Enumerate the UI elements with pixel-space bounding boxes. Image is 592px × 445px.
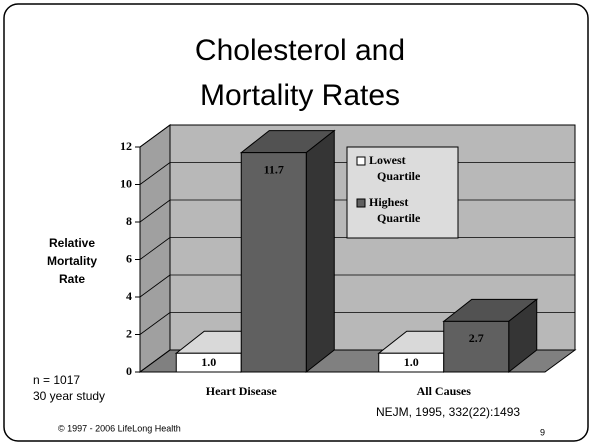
annotation: NEJM, 1995, 332(22):1493: [376, 405, 520, 419]
y-tick-label: 4: [126, 289, 132, 303]
grid-line: [139, 349, 171, 373]
legend-label: Highest Quartile: [369, 195, 421, 225]
y-tick-label: 0: [126, 364, 132, 378]
x-tick-label: All Causes: [417, 384, 472, 398]
legend-label: Lowest Quartile: [369, 153, 421, 183]
y-label: Rate: [59, 272, 85, 286]
grid-line: [139, 274, 171, 298]
grid-line: [139, 237, 171, 260]
bar-side: [305, 129, 335, 374]
y-tick-label: 10: [120, 176, 132, 190]
value-label: 2.7: [469, 331, 484, 345]
grid-line: [139, 199, 171, 223]
title-line: Cholesterol and: [195, 34, 405, 67]
plot: 0 2 4 6 8 10 12 Heart Disease 1.0 11.7 All Causes 1…: [120, 124, 577, 398]
y-tick-label: 6: [126, 251, 132, 265]
grid-line: [139, 312, 171, 335]
legend-swatch: [356, 198, 366, 208]
bar: [240, 152, 307, 373]
y-tick-label: 12: [120, 139, 132, 153]
grid-line: [139, 162, 171, 185]
bar: [443, 320, 510, 373]
annotation: 30 year study: [33, 389, 105, 403]
legend-swatch: [356, 156, 366, 166]
value-label: 11.7: [264, 162, 284, 176]
y-label: Relative: [49, 236, 95, 250]
annotation: n = 1017: [33, 373, 80, 387]
title-line: Mortality Rates: [200, 79, 400, 112]
y-label: Mortality: [47, 254, 97, 268]
value-label: 1.0: [201, 355, 216, 369]
y-tick-label: 8: [126, 214, 132, 228]
y-tick-label: 2: [126, 326, 132, 340]
x-tick-label: Heart Disease: [206, 384, 278, 398]
grid-line: [139, 124, 171, 148]
footer: © 1997 - 2006 LifeLong Health: [58, 423, 181, 433]
value-label: 1.0: [404, 355, 419, 369]
page-number: 9: [540, 427, 545, 437]
